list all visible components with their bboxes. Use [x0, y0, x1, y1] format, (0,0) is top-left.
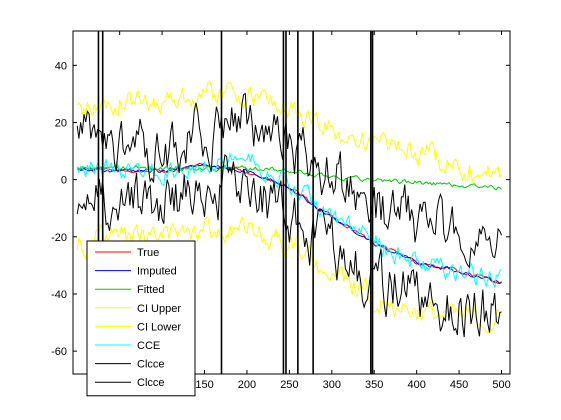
- y-tick-label-40: 40: [55, 60, 67, 72]
- legend-label-imputed: Imputed: [137, 266, 177, 278]
- legend-label-ci_upper: CI Upper: [137, 303, 181, 315]
- x-tick-label-400: 400: [407, 379, 425, 391]
- plot-frame: [72, 30, 511, 375]
- series-line-ci_upper: [76, 80, 502, 184]
- legend-label-fitted: Fitted: [137, 284, 165, 296]
- y-tick-label-0: 0: [61, 175, 67, 187]
- legend-label-clcce2: Clcce: [137, 377, 165, 389]
- y-tick-label--20: -20: [51, 232, 67, 244]
- x-tick-label-200: 200: [238, 379, 256, 391]
- y-tick-label--40: -40: [51, 289, 67, 301]
- legend-box: [86, 240, 196, 397]
- x-tick-label-500: 500: [492, 379, 510, 391]
- series-line-clcce2: [76, 154, 502, 338]
- y-tick-label-20: 20: [55, 117, 67, 129]
- x-tick-label-300: 300: [323, 379, 341, 391]
- legend-label-cce: CCE: [137, 340, 160, 352]
- series-line-ci_lower: [76, 215, 502, 335]
- x-tick-label-450: 450: [450, 379, 468, 391]
- x-tick-label-250: 250: [280, 379, 298, 391]
- legend-label-ci_lower: CI Lower: [137, 321, 181, 333]
- x-tick-label-150: 150: [195, 379, 213, 391]
- x-tick-label-350: 350: [365, 379, 383, 391]
- y-tick-label--60: -60: [51, 346, 67, 358]
- legend-label-clcce: Clcce: [137, 359, 165, 371]
- legend-label-true: True: [137, 247, 159, 259]
- series-line-clcce: [76, 92, 502, 269]
